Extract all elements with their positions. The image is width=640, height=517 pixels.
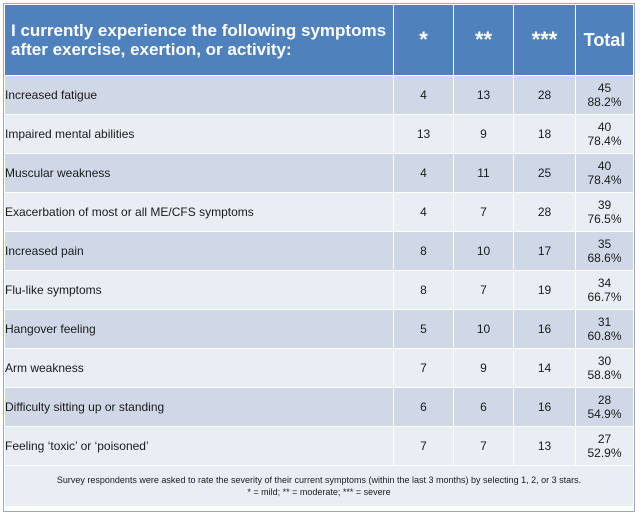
footer-explanation: Survey respondents were asked to rate th… bbox=[56, 475, 582, 485]
severe-count: 25 bbox=[513, 153, 576, 193]
header-moderate: ** bbox=[453, 4, 514, 76]
severe-count: 14 bbox=[513, 348, 576, 388]
symptom-label: Arm weakness bbox=[4, 348, 394, 388]
severe-count: 28 bbox=[513, 192, 576, 232]
total-percent: 54.9% bbox=[587, 407, 622, 421]
total-cell: 40 78.4% bbox=[575, 114, 634, 154]
severe-count: 17 bbox=[513, 231, 576, 271]
mild-count: 5 bbox=[393, 309, 454, 349]
moderate-count: 13 bbox=[453, 75, 514, 115]
total-count: 31 bbox=[597, 315, 612, 329]
total-cell: 39 76.5% bbox=[575, 192, 634, 232]
table-row: Muscular weakness 4 11 25 40 78.4% bbox=[4, 153, 634, 193]
header-row: I currently experience the following sym… bbox=[4, 4, 634, 76]
moderate-count: 7 bbox=[453, 192, 514, 232]
moderate-count: 10 bbox=[453, 231, 514, 271]
header-mild: * bbox=[393, 4, 454, 76]
moderate-count: 10 bbox=[453, 309, 514, 349]
mild-count: 7 bbox=[393, 426, 454, 466]
footer-note: Survey respondents were asked to rate th… bbox=[4, 465, 634, 507]
mild-count: 4 bbox=[393, 192, 454, 232]
symptom-label: Increased fatigue bbox=[4, 75, 394, 115]
severe-count: 13 bbox=[513, 426, 576, 466]
moderate-count: 9 bbox=[453, 348, 514, 388]
severe-count: 16 bbox=[513, 309, 576, 349]
symptom-label: Impaired mental abilities bbox=[4, 114, 394, 154]
symptom-label: Muscular weakness bbox=[4, 153, 394, 193]
severe-count: 19 bbox=[513, 270, 576, 310]
symptom-label: Increased pain bbox=[4, 231, 394, 271]
total-cell: 31 60.8% bbox=[575, 309, 634, 349]
mild-count: 7 bbox=[393, 348, 454, 388]
total-percent: 78.4% bbox=[587, 173, 622, 187]
total-cell: 28 54.9% bbox=[575, 387, 634, 427]
total-count: 27 bbox=[597, 432, 612, 446]
total-percent: 76.5% bbox=[587, 212, 622, 226]
total-cell: 45 88.2% bbox=[575, 75, 634, 115]
table-row: Feeling ‘toxic’ or ‘poisoned’ 7 7 13 27 5… bbox=[4, 426, 634, 466]
total-cell: 35 68.6% bbox=[575, 231, 634, 271]
total-cell: 34 66.7% bbox=[575, 270, 634, 310]
symptom-label: Feeling ‘toxic’ or ‘poisoned’ bbox=[4, 426, 394, 466]
total-count: 40 bbox=[597, 159, 612, 173]
total-cell: 40 78.4% bbox=[575, 153, 634, 193]
table-row: Increased fatigue 4 13 28 45 88.2% bbox=[4, 75, 634, 115]
mild-count: 8 bbox=[393, 270, 454, 310]
mild-count: 4 bbox=[393, 75, 454, 115]
symptoms-table: I currently experience the following sym… bbox=[4, 4, 634, 507]
total-percent: 58.8% bbox=[587, 368, 622, 382]
moderate-count: 6 bbox=[453, 387, 514, 427]
moderate-count: 7 bbox=[453, 426, 514, 466]
total-percent: 66.7% bbox=[587, 290, 622, 304]
total-count: 35 bbox=[597, 237, 612, 251]
header-total: Total bbox=[575, 4, 634, 76]
total-cell: 27 52.9% bbox=[575, 426, 634, 466]
total-count: 30 bbox=[597, 354, 612, 368]
mild-count: 6 bbox=[393, 387, 454, 427]
table-row: Difficulty sitting up or standing 6 6 16… bbox=[4, 387, 634, 427]
symptom-label: Difficulty sitting up or standing bbox=[4, 387, 394, 427]
table-row: Hangover feeling 5 10 16 31 60.8% bbox=[4, 309, 634, 349]
total-count: 34 bbox=[597, 276, 612, 290]
symptom-label: Flu-like symptoms bbox=[4, 270, 394, 310]
footer-legend: * = mild; ** = moderate; *** = severe bbox=[247, 487, 391, 497]
mild-count: 4 bbox=[393, 153, 454, 193]
severe-count: 16 bbox=[513, 387, 576, 427]
total-percent: 78.4% bbox=[587, 134, 622, 148]
symptom-label: Exacerbation of most or all ME/CFS sympt… bbox=[4, 192, 394, 232]
total-percent: 60.8% bbox=[587, 329, 622, 343]
table-row: Increased pain 8 10 17 35 68.6% bbox=[4, 231, 634, 271]
footer-row: Survey respondents were asked to rate th… bbox=[4, 465, 634, 507]
moderate-count: 9 bbox=[453, 114, 514, 154]
total-count: 39 bbox=[597, 198, 612, 212]
total-count: 40 bbox=[597, 120, 612, 134]
header-severe: *** bbox=[513, 4, 576, 76]
table-row: Impaired mental abilities 13 9 18 40 78.4… bbox=[4, 114, 634, 154]
table-title: I currently experience the following sym… bbox=[4, 4, 394, 76]
moderate-count: 11 bbox=[453, 153, 514, 193]
symptom-label: Hangover feeling bbox=[4, 309, 394, 349]
total-cell: 30 58.8% bbox=[575, 348, 634, 388]
mild-count: 8 bbox=[393, 231, 454, 271]
severe-count: 18 bbox=[513, 114, 576, 154]
total-percent: 88.2% bbox=[587, 95, 622, 109]
table-row: Flu-like symptoms 8 7 19 34 66.7% bbox=[4, 270, 634, 310]
moderate-count: 7 bbox=[453, 270, 514, 310]
total-count: 28 bbox=[597, 393, 612, 407]
total-count: 45 bbox=[597, 81, 612, 95]
severe-count: 28 bbox=[513, 75, 576, 115]
total-percent: 68.6% bbox=[587, 251, 622, 265]
total-percent: 52.9% bbox=[587, 446, 622, 460]
mild-count: 13 bbox=[393, 114, 454, 154]
table-row: Exacerbation of most or all ME/CFS sympt… bbox=[4, 192, 634, 232]
table-row: Arm weakness 7 9 14 30 58.8% bbox=[4, 348, 634, 388]
